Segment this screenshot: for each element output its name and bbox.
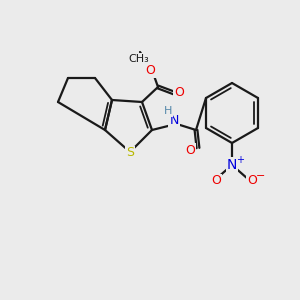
Text: S: S [126,146,134,160]
Text: CH₃: CH₃ [129,54,149,64]
Text: O: O [211,175,221,188]
Text: H: H [164,106,172,116]
Text: O: O [247,175,257,188]
Text: O: O [174,85,184,98]
Text: O: O [145,64,155,76]
Text: −: − [256,171,266,181]
Text: N: N [169,113,179,127]
Text: O: O [185,143,195,157]
Text: +: + [236,155,244,165]
Text: N: N [227,158,237,172]
